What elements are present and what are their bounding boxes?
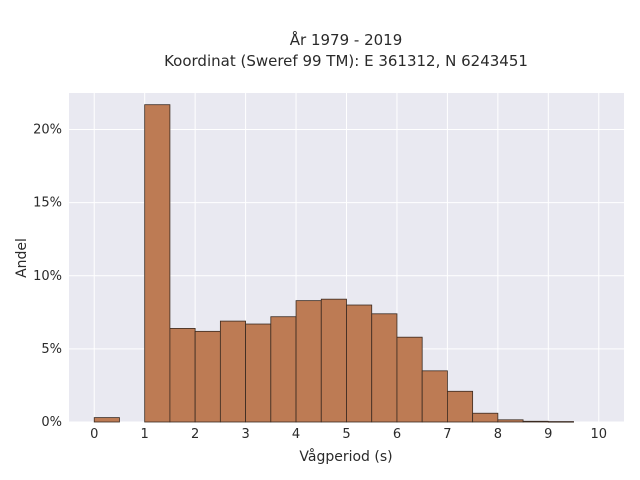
y-tick-label-1: 5%	[41, 342, 62, 357]
chart-title-line2: Koordinat (Sweref 99 TM): E 361312, N 62…	[164, 52, 528, 70]
bars-group	[93, 104, 574, 423]
x-tick-label-9: 9	[544, 427, 552, 442]
x-tick-labels: 0 1 2 3 4 5 6 7 8 9 10	[90, 427, 607, 442]
y-tick-labels: 0% 5% 10% 15% 20%	[33, 123, 62, 430]
x-tick-label-3: 3	[241, 427, 249, 442]
histogram-bar-16	[497, 419, 524, 423]
histogram-bar-13	[421, 370, 448, 423]
x-tick-label-1: 1	[141, 427, 149, 442]
histogram-bar-17	[522, 420, 549, 423]
x-tick-label-10: 10	[590, 427, 607, 442]
histogram-bar-12	[396, 336, 423, 423]
chart-title-line1: År 1979 - 2019	[290, 30, 403, 49]
histogram-bar-3	[169, 328, 196, 423]
histogram-bar-15	[472, 412, 499, 423]
histogram-bar-6	[245, 323, 272, 423]
histogram-bar-5	[219, 320, 246, 423]
y-tick-label-2: 10%	[33, 269, 62, 284]
histogram-bar-0	[93, 417, 120, 423]
histogram-bar-11	[371, 313, 398, 423]
y-tick-label-3: 15%	[33, 196, 62, 211]
x-tick-label-2: 2	[191, 427, 199, 442]
y-axis-label: Andel	[14, 238, 30, 278]
x-tick-label-4: 4	[292, 427, 300, 442]
x-tick-label-0: 0	[90, 427, 98, 442]
histogram-bar-14	[447, 390, 474, 423]
x-tick-label-8: 8	[494, 427, 502, 442]
histogram-bar-10	[346, 304, 373, 423]
y-tick-label-0: 0%	[41, 415, 62, 430]
y-tick-label-4: 20%	[33, 123, 62, 138]
x-tick-label-6: 6	[393, 427, 401, 442]
histogram-bar-7	[270, 316, 297, 423]
x-tick-label-7: 7	[443, 427, 451, 442]
x-axis-label: Vågperiod (s)	[299, 448, 392, 465]
histogram-bar-8	[295, 300, 322, 423]
histogram-bar-18	[547, 421, 574, 423]
histogram-bar-2	[144, 104, 171, 423]
histogram-bar-4	[194, 330, 221, 423]
x-tick-label-5: 5	[342, 427, 350, 442]
histogram-bar-9	[320, 298, 347, 423]
